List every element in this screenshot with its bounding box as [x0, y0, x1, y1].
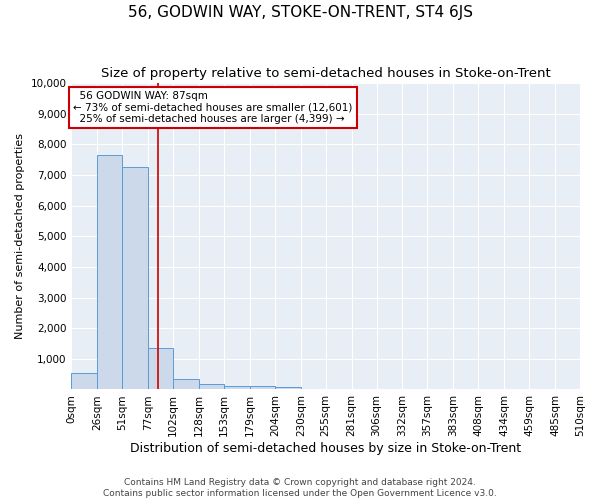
Bar	[148, 348, 173, 390]
Text: 56 GODWIN WAY: 87sqm
← 73% of semi-detached houses are smaller (12,601)
  25% of: 56 GODWIN WAY: 87sqm ← 73% of semi-detac…	[73, 90, 353, 124]
Bar	[97, 155, 122, 390]
Title: Size of property relative to semi-detached houses in Stoke-on-Trent: Size of property relative to semi-detach…	[101, 68, 551, 80]
Bar	[224, 386, 250, 390]
Bar	[122, 168, 148, 390]
Bar	[275, 387, 301, 390]
Bar	[173, 378, 199, 390]
X-axis label: Distribution of semi-detached houses by size in Stoke-on-Trent: Distribution of semi-detached houses by …	[130, 442, 521, 455]
Text: Contains HM Land Registry data © Crown copyright and database right 2024.
Contai: Contains HM Land Registry data © Crown c…	[103, 478, 497, 498]
Bar	[199, 384, 224, 390]
Bar	[71, 372, 97, 390]
Text: 56, GODWIN WAY, STOKE-ON-TRENT, ST4 6JS: 56, GODWIN WAY, STOKE-ON-TRENT, ST4 6JS	[128, 5, 473, 20]
Bar	[250, 386, 275, 390]
Y-axis label: Number of semi-detached properties: Number of semi-detached properties	[15, 134, 25, 340]
